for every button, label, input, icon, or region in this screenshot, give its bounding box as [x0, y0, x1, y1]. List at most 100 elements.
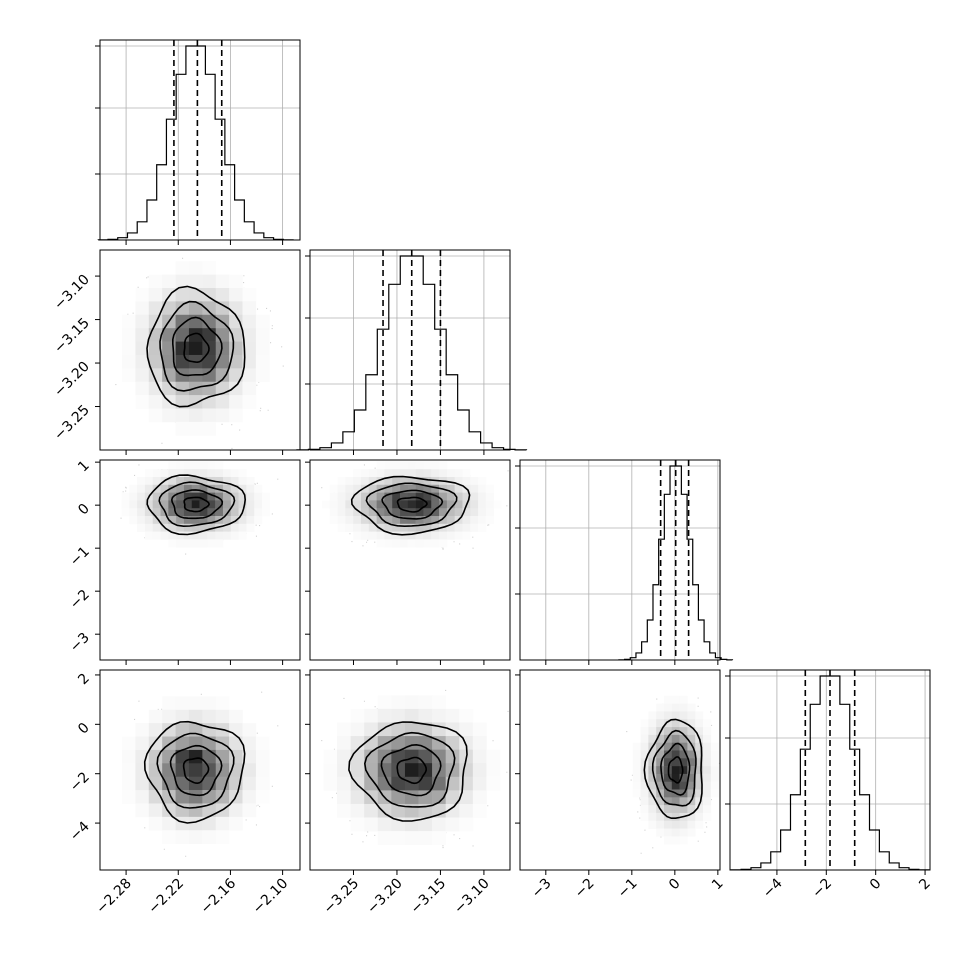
density-cell [183, 508, 193, 517]
density-cell [175, 288, 190, 302]
density-cell [663, 820, 673, 829]
density-cell [337, 736, 351, 750]
density-cell [148, 408, 163, 423]
density-cell [392, 469, 401, 478]
density-cell [703, 773, 712, 783]
density-cell [188, 408, 203, 423]
density-cell [229, 368, 243, 383]
density-cell [671, 758, 680, 767]
density-cell [242, 790, 257, 804]
contour-4 [146, 474, 247, 536]
density-cell [215, 368, 230, 383]
density-cell [254, 492, 263, 501]
density-cell [188, 301, 203, 316]
density-cell [229, 314, 243, 329]
density-cell [246, 523, 255, 532]
density-cell [255, 763, 270, 777]
density-cell [188, 274, 203, 289]
density-cell [350, 708, 365, 723]
density-cell [407, 469, 416, 478]
density-cell [160, 469, 169, 478]
density-cell [432, 831, 446, 845]
contour-3 [156, 732, 235, 809]
density-cell [152, 469, 161, 478]
density-cell [432, 708, 446, 723]
density-cell [152, 523, 161, 532]
density-cell [229, 274, 243, 289]
density-cell [392, 516, 401, 525]
density-cell [679, 820, 688, 829]
density-cell [445, 708, 460, 723]
density-cell [152, 476, 161, 486]
density-cell [183, 492, 193, 501]
density-cell [663, 797, 673, 806]
density-cell [423, 516, 432, 525]
density-cell [202, 421, 217, 436]
density-cell [485, 484, 495, 493]
density-cell [391, 803, 406, 818]
density-cell [648, 797, 657, 806]
density-cell [679, 719, 688, 728]
density-cell [392, 484, 401, 493]
density-cell [129, 484, 138, 493]
density-cell [648, 711, 657, 720]
density-cell [432, 695, 446, 710]
density-cell [671, 742, 680, 751]
density-cell [376, 516, 385, 525]
density-cell [431, 539, 440, 548]
density-cell [640, 727, 649, 736]
density-cell [640, 750, 649, 759]
density-cell [679, 750, 688, 759]
density-cell [710, 758, 719, 767]
density-cell [415, 539, 424, 548]
density-cell [478, 484, 487, 493]
y-tick-label: −3.25 [51, 402, 93, 444]
density-cell [360, 508, 370, 517]
y-tick-label: −1 [67, 544, 93, 570]
density-cell [400, 539, 409, 548]
density-cell [162, 749, 176, 764]
density-cell [663, 727, 673, 736]
density-cell [478, 516, 487, 525]
density-cell [392, 492, 401, 501]
density-cell [175, 314, 190, 329]
x-tick-label: −3.10 [451, 876, 493, 918]
density-cell [392, 523, 401, 532]
density-cell [384, 461, 393, 470]
density-cell [632, 750, 641, 759]
density-cell [671, 766, 680, 775]
density-cell [323, 776, 338, 791]
density-cell [230, 508, 239, 517]
density-cell [215, 354, 230, 369]
density-cell [199, 476, 208, 486]
density-cell [137, 492, 146, 501]
density-cell [671, 836, 680, 845]
density-cell [345, 484, 354, 493]
density-cell [242, 736, 257, 751]
x-tick-label: −2.22 [145, 876, 187, 918]
density-cell [122, 328, 136, 342]
density-cell [418, 722, 433, 737]
density-cell [215, 816, 230, 831]
density-cell [400, 484, 409, 493]
density-cell [663, 711, 673, 720]
density-cell [122, 790, 136, 804]
contour-2 [169, 744, 223, 797]
density-cell [679, 727, 688, 736]
density-cell [321, 500, 331, 509]
density-cell [400, 516, 409, 525]
y-tick-label: −2 [67, 769, 93, 795]
density-cell [703, 742, 712, 751]
density-cell [254, 500, 263, 509]
density-cell [135, 395, 150, 409]
density-cell [353, 476, 362, 486]
density-cell [663, 750, 673, 759]
density-cell [703, 805, 712, 814]
density-cell [710, 773, 719, 783]
density-cell [472, 749, 487, 764]
density-cell [222, 531, 232, 540]
histogram-panel-4 [725, 669, 931, 871]
density-cell [648, 727, 657, 736]
density-cell [229, 301, 243, 316]
density-cell [656, 750, 665, 759]
